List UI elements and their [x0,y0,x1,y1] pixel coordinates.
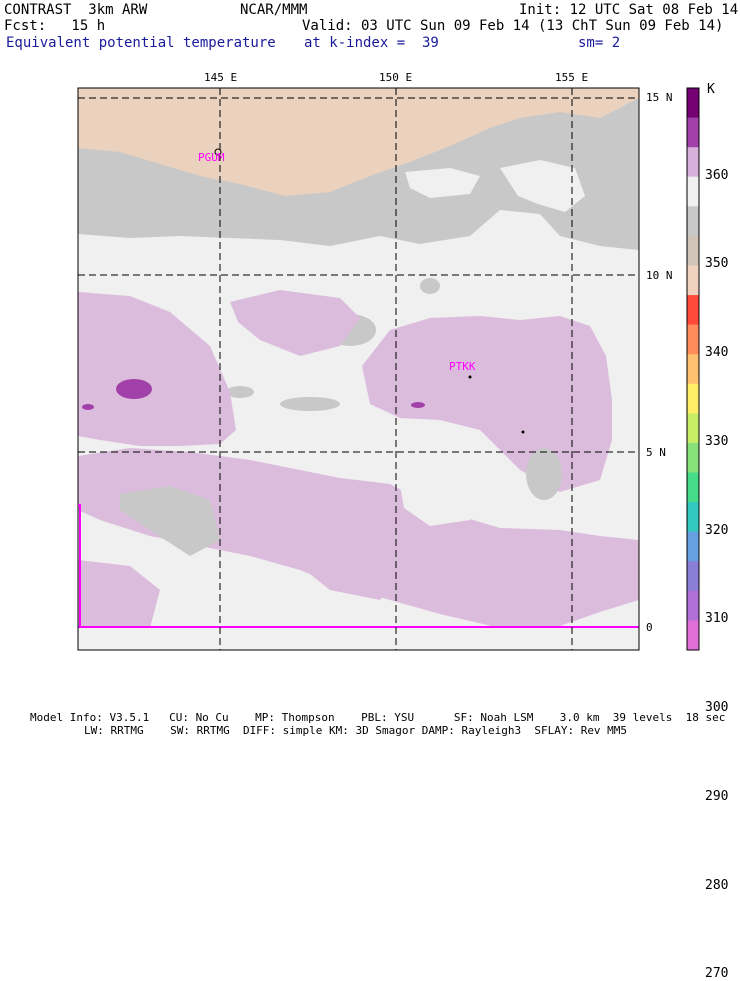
legend-tick-label: 330 [705,434,729,449]
legend-swatch [687,235,699,266]
legend-swatch [687,561,699,592]
field-patch [500,160,585,212]
lon-label-155: 155 E [555,71,589,84]
field-patch [120,486,220,556]
field-region-360k [230,290,360,356]
organization: NCAR/MMM [240,2,308,18]
forecast-hour: Fcst: 15 h [4,18,106,34]
legend-swatch [687,117,699,148]
field-name: Equivalent potential temperature [6,35,276,51]
island-marker [521,430,525,434]
level-index: at k-index = 39 [304,35,439,51]
field-patch [400,480,480,526]
legend-swatch [687,265,699,296]
legend-tick-label: 360 [705,168,729,183]
legend-swatch [687,531,699,562]
field-peak-370k [82,404,94,410]
lon-label-145: 145 E [204,71,238,84]
field-patch [405,168,480,198]
field-peak-370k [411,402,425,408]
legend-swatch [687,590,699,621]
legend-swatch [687,147,699,178]
legend-frame [686,87,700,651]
smoothing: sm= 2 [578,35,621,51]
field-region-360k [300,540,400,600]
map-frame [77,87,640,651]
field-patch [526,448,562,500]
station-label-pgum: PGUM [198,151,225,164]
model-info-line1: Model Info: V3.5.1 CU: No Cu MP: Thompso… [30,711,726,724]
legend-tick-label: 280 [705,878,729,893]
field-patch [226,386,254,398]
legend-tick-label: 320 [705,523,729,538]
station-label-ptkk: PTKK [449,360,476,373]
legend-swatch [687,176,699,207]
field-patch [280,397,340,411]
legend-swatch [687,206,699,237]
field-peak-370k [116,379,152,399]
field-region-360k [78,560,160,628]
lat-label-10n: 10 N [646,269,673,282]
legend-unit: K [707,82,715,97]
station-marker-ptkk [468,375,472,379]
legend-swatch [687,413,699,444]
legend-tick-label: 270 [705,966,729,981]
station-marker-pgum [214,148,222,156]
legend-swatch [687,502,699,533]
legend-swatch [687,383,699,414]
model-info-line2: LW: RRTMG SW: RRTMG DIFF: simple KM: 3D … [84,724,628,737]
legend-swatch [687,620,699,651]
legend-color-bar [686,87,700,651]
legend-tick-label: 290 [705,789,729,804]
field-region-340k [78,88,639,196]
lat-label-15n: 15 N [646,91,673,104]
field-patch [420,278,440,294]
field-region-360k [362,316,612,492]
legend-tick-label: 310 [705,611,729,626]
map-plot-area [78,88,639,650]
init-time: Init: 12 UTC Sat 08 Feb 14 [519,2,739,18]
gridlines [78,88,639,650]
lon-label-150: 150 E [379,71,413,84]
legend-swatch [687,295,699,326]
legend-swatch [687,442,699,473]
legend-tick-label: 340 [705,345,729,360]
field-region-360k [78,448,639,628]
valid-time: Valid: 03 UTC Sun 09 Feb 14 (13 ChT Sun … [302,18,724,34]
field-region-360k [78,292,236,446]
model-title: CONTRAST 3km ARW [4,2,148,18]
legend-swatch [687,88,699,119]
legend-swatch [687,472,699,503]
lat-label-5n: 5 N [646,446,666,459]
legend-tick-label: 350 [705,256,729,271]
lat-label-equator: 0 [646,621,653,634]
legend-swatch [687,354,699,385]
domain-boundary [78,504,81,628]
legend-swatch [687,324,699,355]
legend-tick-label: 300 [705,700,729,715]
map-figure [77,87,700,651]
